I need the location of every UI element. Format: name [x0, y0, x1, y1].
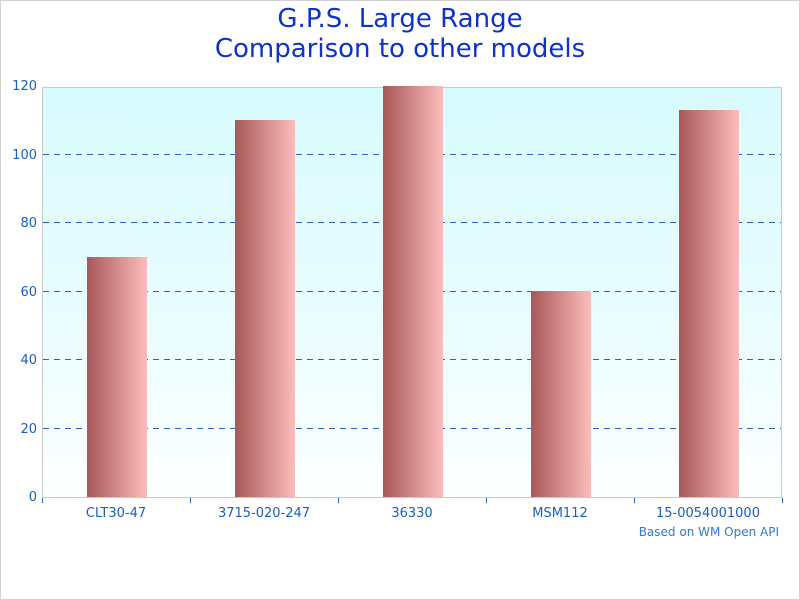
plot-area: [42, 86, 782, 498]
chart-title: G.P.S. Large Range Comparison to other m…: [1, 4, 799, 64]
y-axis-label-0: 0: [28, 490, 37, 505]
y-axis-label-20: 20: [20, 421, 37, 437]
bar-15-0054001000: [679, 110, 739, 497]
chart-title-line2: Comparison to other models: [214, 34, 586, 64]
bar-3715-020-247: [235, 120, 295, 497]
x-axis-label-3715-020-247: 3715-020-247: [217, 506, 311, 521]
x-axis-tick: [338, 498, 339, 503]
x-axis-label-36330: 36330: [391, 506, 433, 521]
api-attribution-note: Based on WM Open API: [638, 525, 779, 539]
x-axis-tick: [782, 498, 783, 503]
x-axis-tick: [634, 498, 635, 503]
y-axis-label-100: 100: [12, 147, 37, 163]
x-axis-label-CLT30-47: CLT30-47: [85, 506, 147, 521]
x-axis-tick: [486, 498, 487, 503]
x-axis-tick: [42, 498, 43, 503]
x-axis-tick: [190, 498, 191, 503]
x-axis-label-15-0054001000: 15-0054001000: [656, 506, 760, 521]
bar-CLT30-47: [87, 257, 147, 497]
bar-36330: [383, 86, 443, 497]
x-axis-label-MSM112: MSM112: [532, 506, 588, 521]
chart-title-line1: G.P.S. Large Range: [277, 4, 523, 34]
y-axis-label-120: 120: [12, 79, 37, 94]
y-axis-label-60: 60: [20, 284, 37, 300]
y-axis-label-40: 40: [20, 353, 37, 368]
bar-MSM112: [531, 291, 591, 497]
y-axis-label-80: 80: [20, 216, 37, 231]
